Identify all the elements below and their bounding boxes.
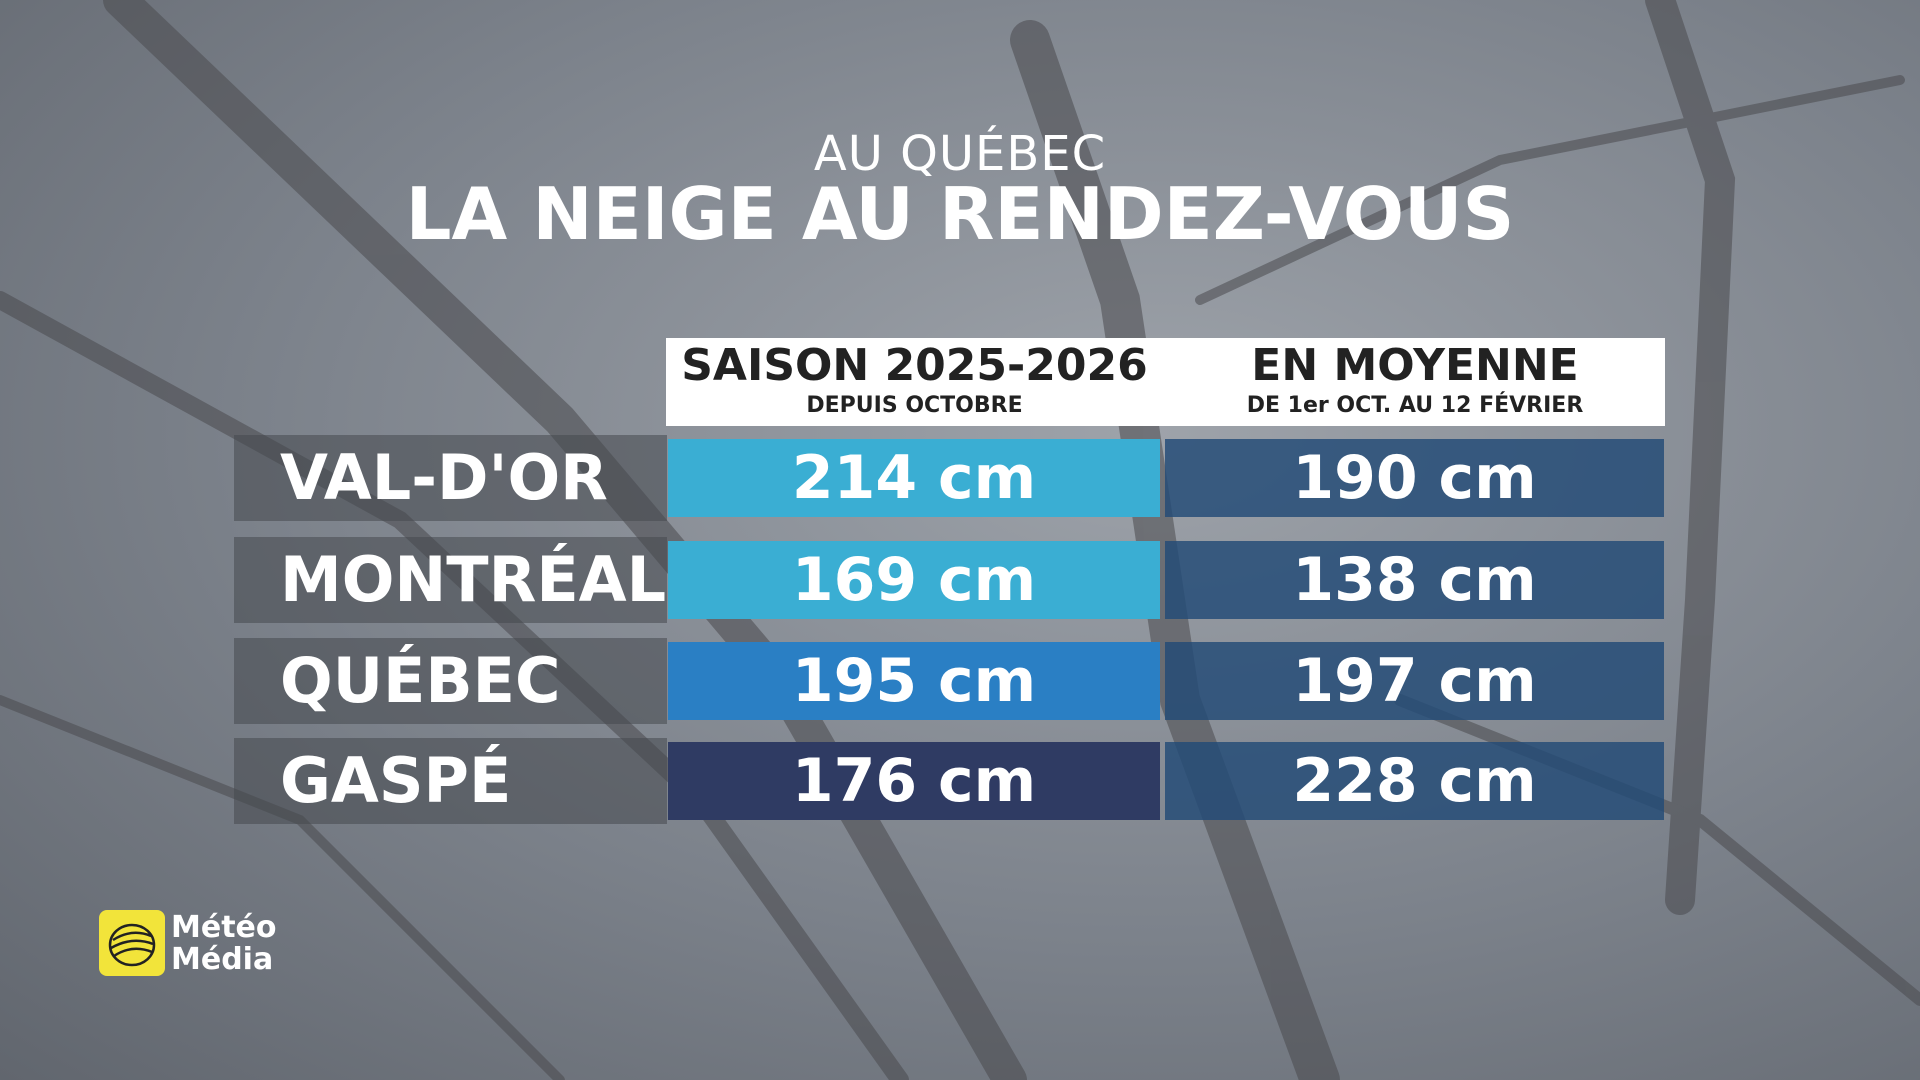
season-cell: 169 cm xyxy=(668,541,1160,619)
column-subtitle: DEPUIS OCTOBRE xyxy=(806,393,1023,418)
logo-line: Météo xyxy=(171,910,277,945)
column-subtitle: DE 1er OCT. AU 12 FÉVRIER xyxy=(1246,393,1584,418)
row-label: VAL-D'OR xyxy=(280,441,608,514)
row-label-bar: VAL-D'OR xyxy=(234,435,667,521)
average-cell: 197 cm xyxy=(1165,642,1664,720)
row-label: GASPÉ xyxy=(280,744,512,817)
column-header-box: SAISON 2025-2026 DEPUIS OCTOBRE EN MOYEN… xyxy=(666,338,1665,426)
column-title: EN MOYENNE xyxy=(1251,340,1579,391)
row-label-bar: GASPÉ xyxy=(234,738,667,824)
season-cell: 176 cm xyxy=(668,742,1160,820)
row-label-bar: QUÉBEC xyxy=(234,638,667,724)
logo-graphic xyxy=(108,923,156,967)
title: LA NEIGE AU RENDEZ-VOUS xyxy=(405,172,1515,256)
column-header: EN MOYENNE DE 1er OCT. AU 12 FÉVRIER xyxy=(1165,338,1665,426)
average-cell: 228 cm xyxy=(1165,742,1664,820)
row-label: QUÉBEC xyxy=(280,644,561,717)
subtitle: AU QUÉBEC xyxy=(813,126,1107,182)
column-header: SAISON 2025-2026 DEPUIS OCTOBRE xyxy=(666,338,1163,426)
logo-icon xyxy=(99,910,165,976)
season-cell: 214 cm xyxy=(668,439,1160,517)
column-title: SAISON 2025-2026 xyxy=(681,340,1148,391)
average-cell: 138 cm xyxy=(1165,541,1664,619)
logo-text: Météo Média xyxy=(171,912,277,976)
logo-line: Média xyxy=(171,942,274,977)
row-label: MONTRÉAL xyxy=(280,543,667,616)
average-cell: 190 cm xyxy=(1165,439,1664,517)
row-label-bar: MONTRÉAL xyxy=(234,537,667,623)
season-cell: 195 cm xyxy=(668,642,1160,720)
